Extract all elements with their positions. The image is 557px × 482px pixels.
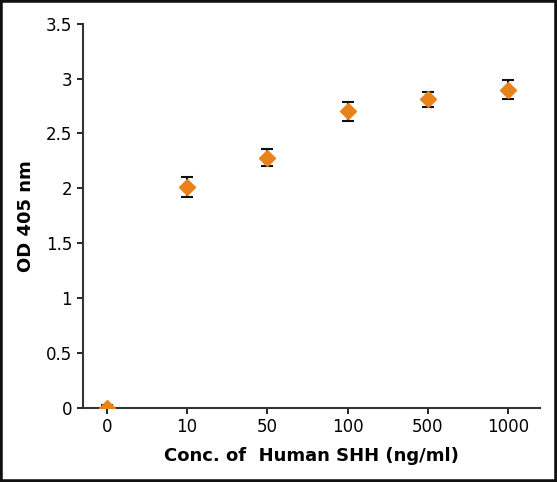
X-axis label: Conc. of  Human SHH (ng/ml): Conc. of Human SHH (ng/ml) [164, 447, 459, 465]
Y-axis label: OD 405 nm: OD 405 nm [17, 160, 35, 272]
